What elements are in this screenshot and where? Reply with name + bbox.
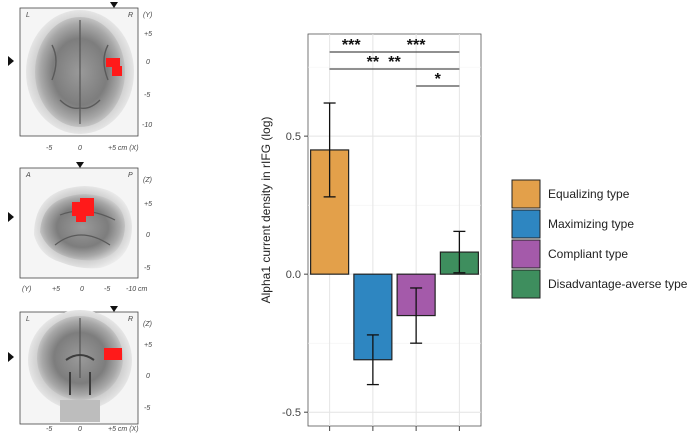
coronal-x-tick: 0 [78,426,82,433]
sagittal-orient-left: A [25,172,31,179]
legend-label-disadvantage: Disadvantage-averse type [548,277,688,291]
error-bar [323,102,336,198]
legend-label-equalizing: Equalizing type [548,187,630,201]
axial-orient-right: R [128,12,133,19]
legend-swatch-disadvantage [511,269,541,299]
axial-x-tick: 0 [78,145,82,152]
marker-triangle-icon [76,162,84,168]
coronal-x-tick: -5 [46,426,52,433]
y-tick-label: -0.5 [282,407,301,419]
axial-side-tick: +5 [144,31,152,38]
axial-x-label: +5 cm (X) [108,145,139,152]
marker-triangle-icon [8,56,14,66]
error-bar [366,334,379,386]
marker-triangle-icon [8,352,14,362]
y-tick-label: 0.0 [286,269,301,281]
legend-swatch-maximizing [511,209,541,239]
coronal-orient-right: R [128,316,133,323]
legend-swatch-compliant [511,239,541,269]
sagittal-x-tick: -10 cm [126,286,148,293]
coronal-y-label: (Z) [143,321,152,328]
axial-side-tick: -5 [144,92,150,99]
axial-x-tick: -5 [46,145,52,152]
sagittal-x-label: (Y) [22,286,31,293]
activation-blob [104,348,122,360]
axial-orient-left: L [26,12,30,19]
significance-label: ** [388,54,401,71]
y-axis-title: Alpha1 current density in rIFG (log) [259,117,273,304]
sagittal-side-tick: 0 [146,232,150,239]
error-bar [410,287,423,344]
coronal-side-tick: 0 [146,373,150,380]
significance-label: *** [407,37,426,54]
sagittal-orient-right: P [128,172,133,179]
brain-panels: L R (Y) +5 0 -5 -10 -5 0 +5 cm (X) A P (… [8,2,152,433]
marker-triangle-icon [110,306,118,312]
axial-side-tick: -10 [142,122,152,129]
coronal-orient-left: L [26,316,30,323]
coronal-x-label: +5 cm (X) [108,426,139,433]
coronal-side-tick: +5 [144,342,152,349]
sagittal-slice-panel: A P (Z) +5 0 -5 (Y) +5 0 -5 -10 cm [8,162,152,293]
significance-label: * [435,71,442,88]
axial-side-tick: 0 [146,59,150,66]
legend-swatch-equalizing [511,179,541,209]
axial-slice-panel: L R (Y) +5 0 -5 -10 -5 0 +5 cm (X) [8,2,152,152]
coronal-slice-panel: L R (Z) +5 0 -5 -5 0 +5 cm (X) [8,306,152,433]
legend-label-maximizing: Maximizing type [548,217,634,231]
marker-triangle-icon [8,212,14,222]
legend-label-compliant: Compliant type [548,247,628,261]
error-bar [453,230,466,274]
significance-label: ** [367,54,380,71]
sagittal-x-tick: +5 [52,286,60,293]
significance-label: *** [342,37,361,54]
sagittal-side-tick: +5 [144,201,152,208]
sagittal-side-tick: -5 [144,265,150,272]
sagittal-x-tick: 0 [80,286,84,293]
activation-blob [106,58,120,67]
sagittal-y-label: (Z) [143,177,152,184]
axial-y-label: (Y) [143,12,152,19]
coronal-side-tick: -5 [144,405,150,412]
legend: Equalizing type Maximizing type Compliant … [511,179,688,299]
sagittal-x-tick: -5 [104,286,110,293]
y-tick-label: 0.5 [286,131,301,143]
marker-triangle-icon [110,2,118,8]
